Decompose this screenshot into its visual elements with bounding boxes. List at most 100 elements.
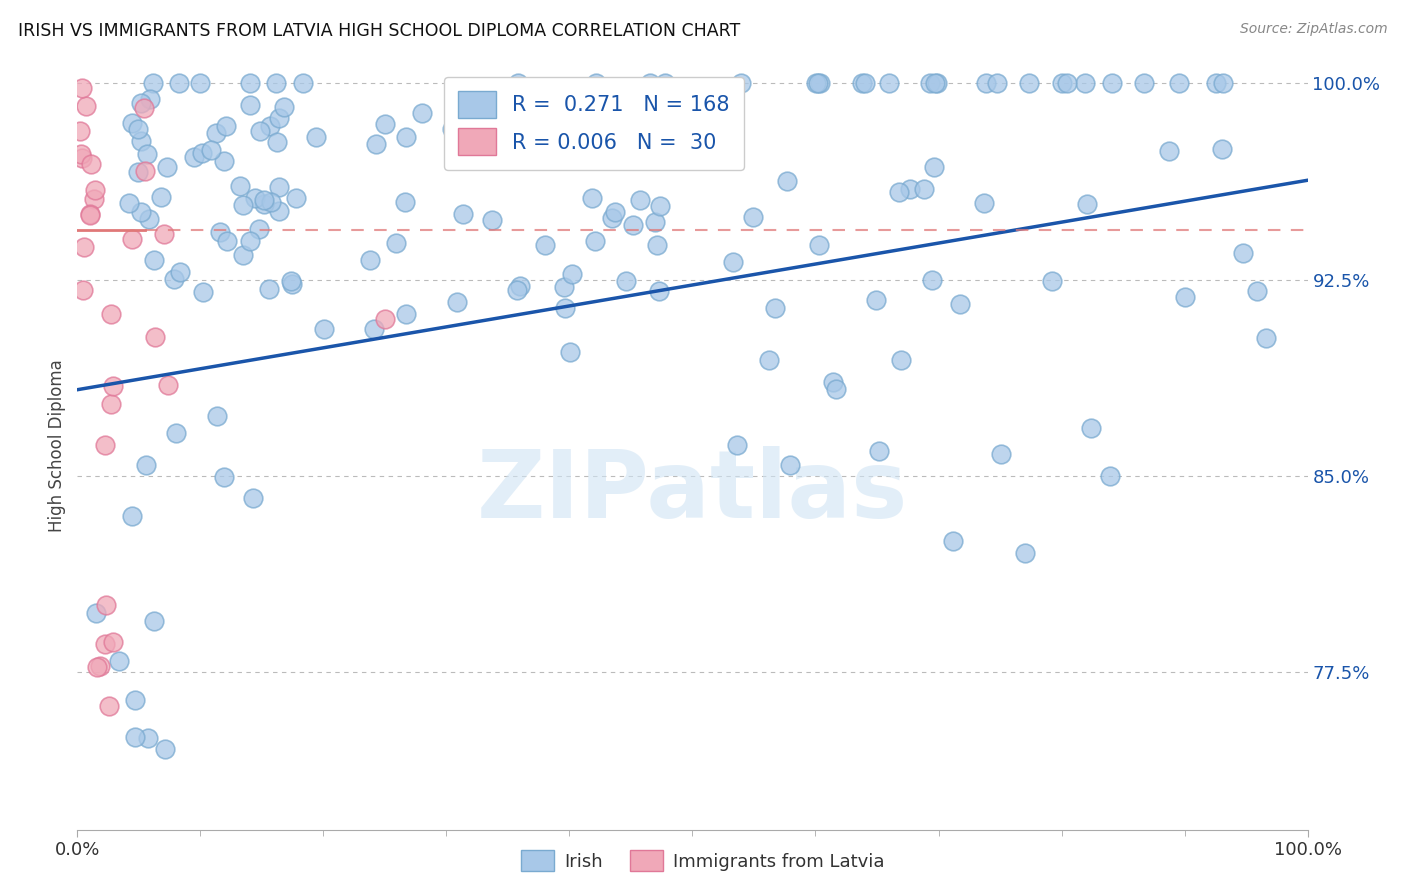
Point	[605, 205, 627, 219]
Point	[920, 76, 942, 90]
Point	[156, 378, 179, 392]
Point	[692, 114, 714, 128]
Point	[973, 196, 995, 211]
Point	[912, 181, 935, 195]
Point	[921, 272, 943, 286]
Point	[269, 203, 291, 218]
Point	[163, 271, 186, 285]
Point	[259, 282, 281, 296]
Point	[143, 614, 166, 628]
Point	[560, 345, 582, 359]
Point	[927, 76, 949, 90]
Point	[1101, 76, 1123, 90]
Point	[135, 458, 157, 472]
Point	[644, 215, 666, 229]
Point	[889, 185, 911, 199]
Point	[73, 240, 96, 254]
Point	[534, 238, 557, 252]
Point	[72, 283, 94, 297]
Point	[253, 196, 276, 211]
Point	[1254, 331, 1277, 345]
Point	[890, 353, 912, 368]
Point	[142, 76, 165, 90]
Point	[385, 235, 408, 250]
Point	[94, 637, 117, 651]
Point	[364, 137, 387, 152]
Point	[898, 182, 921, 196]
Point	[314, 321, 336, 335]
Point	[506, 76, 529, 90]
Point	[851, 76, 873, 90]
Point	[247, 222, 270, 236]
Point	[974, 76, 997, 90]
Point	[1076, 197, 1098, 211]
Point	[1052, 76, 1074, 90]
Point	[1211, 142, 1233, 156]
Point	[70, 147, 93, 161]
Point	[638, 76, 661, 90]
Point	[853, 76, 876, 90]
Point	[628, 193, 651, 207]
Point	[101, 379, 124, 393]
Point	[134, 164, 156, 178]
Point	[138, 212, 160, 227]
Point	[260, 194, 283, 209]
Point	[725, 438, 748, 452]
Point	[242, 491, 264, 505]
Point	[83, 192, 105, 206]
Text: ZIPatlas: ZIPatlas	[477, 446, 908, 538]
Point	[169, 265, 191, 279]
Point	[509, 279, 531, 293]
Point	[155, 742, 177, 756]
Point	[96, 598, 118, 612]
Point	[167, 76, 190, 90]
Point	[1133, 76, 1156, 90]
Point	[229, 178, 252, 193]
Point	[136, 731, 159, 745]
Point	[215, 234, 238, 248]
Point	[446, 294, 468, 309]
Point	[138, 92, 160, 106]
Point	[121, 508, 143, 523]
Point	[101, 635, 124, 649]
Point	[808, 238, 831, 252]
Point	[118, 195, 141, 210]
Point	[730, 76, 752, 90]
Point	[124, 693, 146, 707]
Point	[215, 119, 238, 133]
Point	[1040, 274, 1063, 288]
Point	[129, 96, 152, 111]
Point	[763, 301, 786, 315]
Point	[374, 312, 396, 326]
Point	[394, 194, 416, 209]
Point	[374, 117, 396, 131]
Point	[612, 134, 634, 148]
Point	[239, 234, 262, 248]
Point	[411, 105, 433, 120]
Point	[359, 252, 381, 267]
Point	[363, 322, 385, 336]
Point	[142, 252, 165, 267]
Point	[89, 658, 111, 673]
Point	[249, 124, 271, 138]
Point	[153, 227, 176, 241]
Point	[190, 76, 212, 90]
Point	[650, 198, 672, 212]
Point	[600, 211, 623, 226]
Point	[823, 375, 845, 389]
Point	[72, 151, 94, 165]
Point	[721, 255, 744, 269]
Point	[183, 150, 205, 164]
Point	[1174, 290, 1197, 304]
Point	[193, 285, 215, 300]
Point	[824, 382, 846, 396]
Point	[143, 330, 166, 344]
Point	[441, 121, 464, 136]
Point	[239, 97, 262, 112]
Point	[149, 190, 172, 204]
Point	[868, 444, 890, 458]
Point	[212, 470, 235, 484]
Point	[481, 213, 503, 227]
Point	[554, 301, 576, 316]
Point	[136, 146, 159, 161]
